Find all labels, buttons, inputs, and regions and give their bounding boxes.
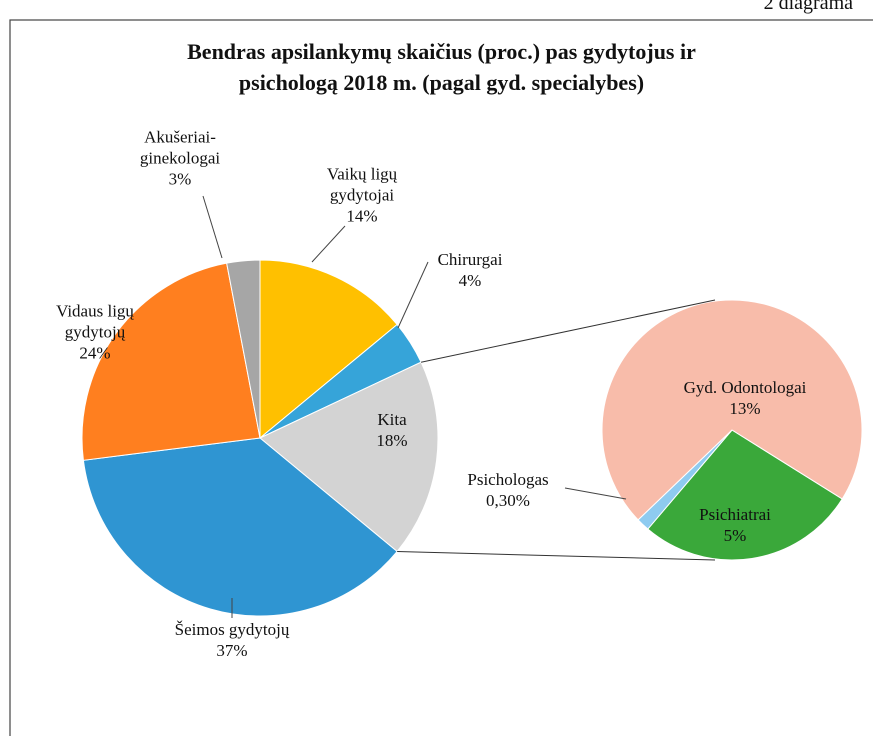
slice-value: 3% bbox=[168, 169, 192, 189]
slice-label: Gyd. Odontologai 13% bbox=[684, 377, 807, 419]
slice-label: Akušeriai- ginekologai 3% bbox=[140, 127, 220, 190]
slice-label: Vidaus ligų gydytojų 24% bbox=[56, 301, 134, 364]
connector-line bbox=[420, 299, 716, 363]
slice-name: Akušeriai- ginekologai bbox=[139, 127, 221, 168]
slice-value: 18% bbox=[376, 431, 408, 450]
slice-value: 37% bbox=[216, 641, 248, 660]
slice-label: Šeimos gydytojų 37% bbox=[175, 619, 290, 661]
connector-line bbox=[397, 550, 716, 561]
slice-name: Psichiatrai bbox=[699, 505, 771, 524]
slice-name: Chirurgai bbox=[437, 250, 503, 269]
pie-slice bbox=[647, 429, 843, 561]
slice-name: Vidaus ligų gydytojų bbox=[56, 301, 134, 342]
frame bbox=[9, 19, 873, 736]
slice-value: 24% bbox=[79, 343, 111, 363]
pie-slice bbox=[226, 259, 261, 439]
pie-slice bbox=[81, 262, 261, 461]
pie-slice bbox=[259, 361, 439, 553]
chart-title: Bendras apsilankymų skaičius (proc.) pas… bbox=[187, 39, 696, 95]
slice-label: Chirurgai 4% bbox=[438, 249, 503, 291]
figure-label: 2 diagrama bbox=[763, 0, 853, 14]
slice-value: 5% bbox=[723, 526, 747, 545]
slice-label: Kita 18% bbox=[376, 409, 407, 451]
slice-name: Gyd. Odontologai bbox=[683, 378, 807, 397]
pie-slice bbox=[601, 299, 863, 521]
slice-name: Psichologas bbox=[467, 470, 549, 489]
slice-value: 14% bbox=[346, 206, 378, 226]
slice-name: Šeimos gydytojų bbox=[174, 620, 290, 639]
pie-slice bbox=[82, 437, 398, 617]
slice-value: 4% bbox=[458, 271, 482, 290]
slice-label: Psichologas 0,30% bbox=[467, 469, 548, 511]
leader-line bbox=[202, 195, 223, 259]
leader-line bbox=[397, 261, 429, 329]
slice-name: Kita bbox=[377, 410, 407, 429]
slice-label: Vaikų ligų gydytojai 14% bbox=[327, 164, 397, 227]
leader-line bbox=[311, 225, 346, 263]
pie-slice bbox=[259, 259, 398, 440]
slice-label: Psichiatrai 5% bbox=[699, 504, 771, 546]
slice-name: Vaikų ligų gydytojai bbox=[326, 164, 398, 205]
slice-value: 0,30% bbox=[486, 491, 530, 510]
leader-line bbox=[564, 487, 627, 500]
slice-value: 13% bbox=[729, 399, 761, 418]
